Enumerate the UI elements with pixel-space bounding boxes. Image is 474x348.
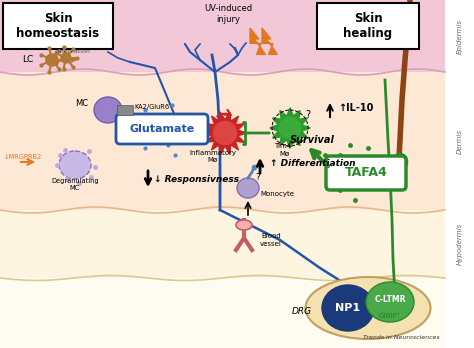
Text: Epidermis: Epidermis xyxy=(457,18,463,54)
Text: MC: MC xyxy=(75,100,89,109)
Text: Tim4⁺
Mø: Tim4⁺ Mø xyxy=(274,143,295,157)
Text: Inflammatory
Mø: Inflammatory Mø xyxy=(190,150,237,163)
Text: Hypodermis: Hypodermis xyxy=(457,223,463,265)
Bar xyxy=(0,72,445,210)
FancyBboxPatch shape xyxy=(3,3,113,49)
FancyBboxPatch shape xyxy=(317,3,419,49)
Circle shape xyxy=(279,117,301,139)
Ellipse shape xyxy=(59,151,91,179)
Polygon shape xyxy=(270,108,310,148)
FancyBboxPatch shape xyxy=(117,105,133,115)
Text: ↑ Differentiation: ↑ Differentiation xyxy=(270,159,356,168)
Ellipse shape xyxy=(306,277,430,339)
Polygon shape xyxy=(262,28,277,54)
Ellipse shape xyxy=(236,220,252,230)
Text: GINIP⁺: GINIP⁺ xyxy=(379,313,401,319)
Circle shape xyxy=(213,121,237,144)
Text: ↑IL-10: ↑IL-10 xyxy=(338,103,374,113)
Text: DRG: DRG xyxy=(292,308,312,316)
Ellipse shape xyxy=(366,282,414,322)
Polygon shape xyxy=(250,28,265,54)
Text: Monocyte: Monocyte xyxy=(260,191,294,197)
Text: ?: ? xyxy=(255,174,260,182)
FancyBboxPatch shape xyxy=(116,114,208,144)
Text: ↓ Responsivness: ↓ Responsivness xyxy=(154,175,239,184)
Text: Degranulating
MC: Degranulating MC xyxy=(51,179,99,191)
FancyBboxPatch shape xyxy=(326,156,406,190)
Ellipse shape xyxy=(94,97,122,123)
Text: Glutamate: Glutamate xyxy=(129,124,195,134)
Text: Skin
homeostasis: Skin homeostasis xyxy=(17,12,100,40)
Text: Trends in Neurosciences: Trends in Neurosciences xyxy=(364,335,440,340)
Circle shape xyxy=(46,54,58,66)
Text: Survival: Survival xyxy=(290,135,335,145)
Text: UV-induced
injury: UV-induced injury xyxy=(204,4,252,24)
Polygon shape xyxy=(203,112,246,154)
Text: innervation: innervation xyxy=(55,49,91,54)
Text: TAFA4: TAFA4 xyxy=(345,166,387,180)
Ellipse shape xyxy=(322,285,374,331)
Bar xyxy=(0,210,445,278)
Bar xyxy=(0,0,445,72)
Text: NP1: NP1 xyxy=(336,303,361,313)
Text: Dermis: Dermis xyxy=(457,128,463,153)
Text: ↓MRGPRB2: ↓MRGPRB2 xyxy=(4,154,42,160)
Text: ?: ? xyxy=(305,110,310,120)
Circle shape xyxy=(61,53,71,63)
Text: LC: LC xyxy=(22,55,34,64)
Ellipse shape xyxy=(395,169,405,181)
Text: KA2/GluR6: KA2/GluR6 xyxy=(134,104,169,110)
Text: C-LTMR: C-LTMR xyxy=(374,295,406,304)
Text: Blood
vessel: Blood vessel xyxy=(260,234,282,246)
Text: Skin
healing: Skin healing xyxy=(344,12,392,40)
Ellipse shape xyxy=(237,178,259,198)
Bar xyxy=(0,278,445,348)
